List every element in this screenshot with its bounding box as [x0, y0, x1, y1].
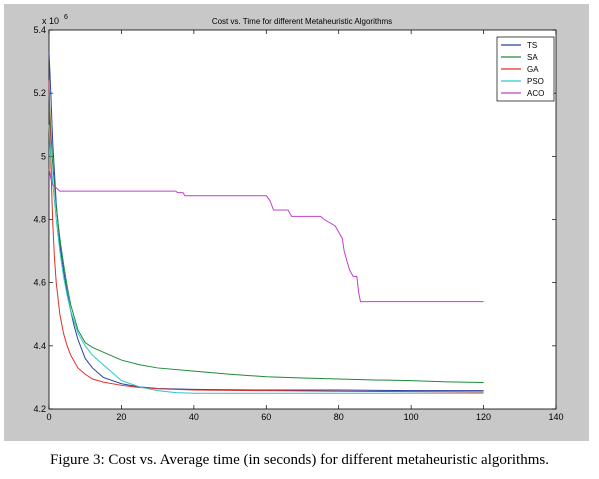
- legend-label-ga: GA: [527, 65, 539, 74]
- y-tick-label: 5.2: [33, 88, 46, 98]
- x-tick-label: 0: [46, 412, 51, 422]
- y-tick-label: 4.6: [33, 278, 46, 288]
- x-tick-label: 40: [189, 412, 199, 422]
- y-multiplier-label: x 10: [42, 16, 59, 26]
- x-tick-label: 100: [404, 412, 419, 422]
- series-line-sa: [48, 93, 484, 383]
- y-tick-label: 4.2: [33, 404, 46, 414]
- y-tick-label: 4.4: [33, 341, 46, 351]
- chart-title: Cost vs. Time for different Metaheuristi…: [212, 17, 392, 26]
- figure-window: 0 20 40 60 80 100 120 140 4.2 4.4 4.6 4.8 5 5.2 5.4 Co…: [4, 4, 589, 441]
- y-tick-label: 5.4: [33, 25, 46, 35]
- series-line-pso: [48, 124, 484, 394]
- x-tick-label: 60: [261, 412, 271, 422]
- legend-label-aco: ACO: [527, 89, 544, 98]
- series-line-aco: [48, 168, 484, 303]
- legend-label-pso: PSO: [527, 77, 544, 86]
- line-chart: 0 20 40 60 80 100 120 140 4.2 4.4 4.6 4.8 5 5.2 5.4 Co…: [33, 14, 563, 422]
- legend-label-sa: SA: [527, 53, 538, 62]
- x-tick-label: 20: [116, 412, 126, 422]
- series-line-ga: [48, 80, 484, 393]
- x-tick-label: 80: [334, 412, 344, 422]
- y-multiplier-exponent: 6: [64, 14, 68, 21]
- x-tick-label: 140: [548, 412, 563, 422]
- x-tick-label: 120: [476, 412, 491, 422]
- y-tick-label: 4.8: [33, 215, 46, 225]
- y-tick-label: 5: [41, 151, 46, 161]
- plot-area: [48, 29, 557, 410]
- figure-caption: Figure 3: Cost vs. Average time (in seco…: [50, 452, 549, 468]
- legend-label-ts: TS: [527, 41, 537, 50]
- legend: TS SA GA PSO ACO: [496, 36, 555, 102]
- series-line-ts: [48, 52, 484, 392]
